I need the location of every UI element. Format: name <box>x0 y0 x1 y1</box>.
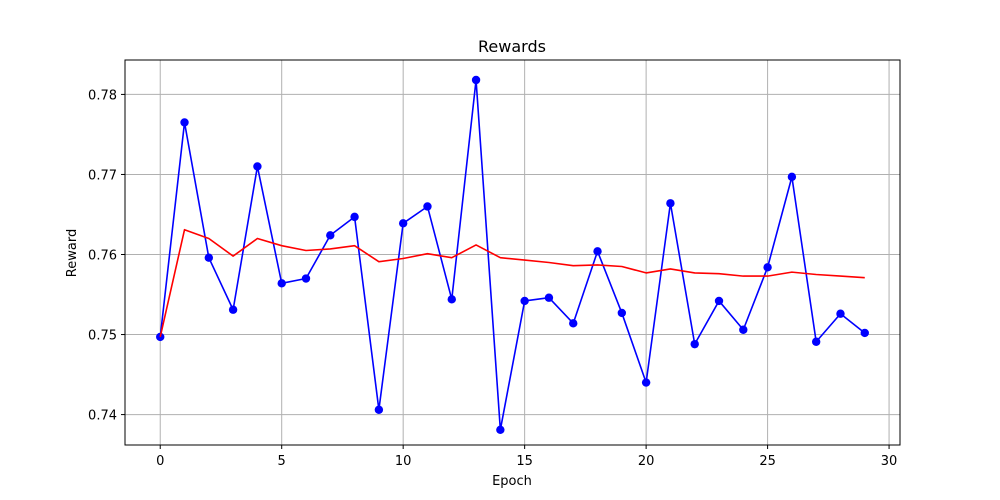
reward-data-point <box>617 308 627 318</box>
chart-title: Rewards <box>478 37 546 56</box>
x-tick-label: 30 <box>881 454 898 469</box>
plot-area-frame <box>124 59 901 446</box>
reward-data-point <box>641 378 651 387</box>
x-axis-label: Epoch <box>492 474 532 489</box>
reward-data-point <box>471 75 481 85</box>
reward-data-point <box>836 309 845 318</box>
reward-data-point <box>811 337 821 346</box>
reward-data-point <box>204 253 214 262</box>
reward-data-point <box>666 199 675 208</box>
x-tick-label: 15 <box>516 454 533 469</box>
reward-data-point <box>156 332 165 342</box>
y-tick-label: 0.77 <box>88 168 117 183</box>
reward-data-point <box>569 319 578 328</box>
reward-data-point <box>739 325 748 334</box>
x-tick-label: 20 <box>638 454 655 469</box>
grid-lines <box>125 60 900 445</box>
y-tick-label: 0.74 <box>88 409 117 424</box>
reward-data-point <box>763 263 772 272</box>
y-tick-label: 0.76 <box>88 249 117 264</box>
reward-data-point <box>326 231 335 240</box>
y-axis-label: Reward <box>65 229 80 277</box>
reward-data-point <box>398 219 408 228</box>
reward-series-line <box>159 79 866 431</box>
reward-data-point <box>690 339 699 349</box>
reward-data-point <box>350 212 359 222</box>
reward-data-point <box>277 279 286 288</box>
x-tick-label: 25 <box>759 454 776 469</box>
x-tick-label: 5 <box>278 454 286 469</box>
reward-data-point <box>787 172 797 182</box>
reward-data-point <box>860 328 869 338</box>
reward-data-point <box>423 202 432 211</box>
reward-data-point <box>374 405 384 414</box>
y-tick-label: 0.78 <box>88 88 117 103</box>
y-tick-label: 0.75 <box>88 329 117 344</box>
reward-data-point <box>447 295 456 304</box>
smoothed-series-line <box>159 228 865 338</box>
series-group <box>156 75 869 434</box>
x-tick-label: 0 <box>156 454 164 469</box>
reward-data-point <box>496 425 505 434</box>
reward-data-point <box>253 162 262 171</box>
reward-data-point <box>544 293 554 302</box>
reward-data-point <box>520 296 529 306</box>
reward-data-point <box>228 305 238 314</box>
reward-data-point <box>593 247 602 256</box>
reward-data-point <box>180 118 189 127</box>
reward-data-point <box>301 274 311 283</box>
axis-ticks: 0 5 10 15 20 25 30 0.74 0.75 0.76 0.77 0.78 <box>88 88 897 469</box>
x-tick-label: 10 <box>395 454 412 469</box>
reward-data-point <box>714 296 724 306</box>
